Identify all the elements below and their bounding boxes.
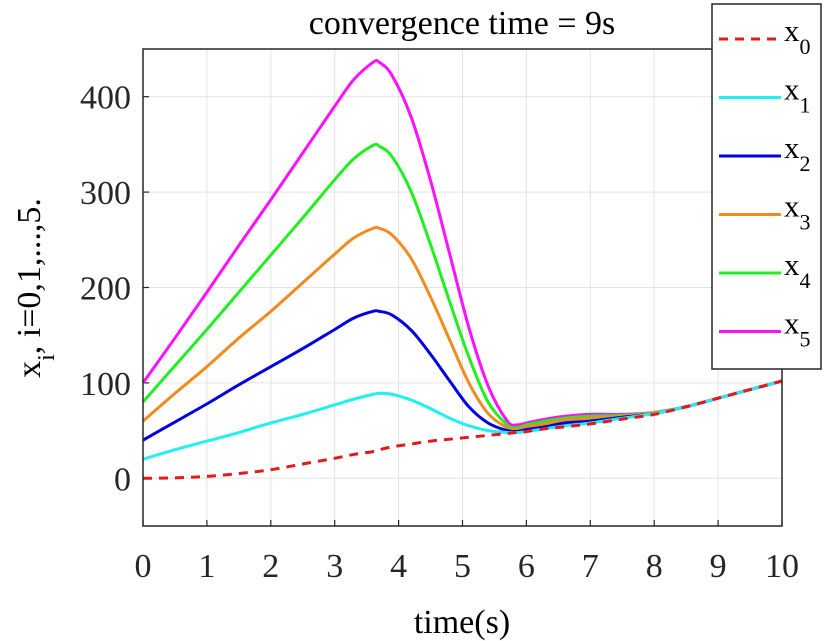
y-tick-label: 100 [80, 366, 131, 403]
chart-title: convergence time = 9s [309, 5, 616, 42]
y-axis-label-sub: i [34, 354, 60, 361]
x-tick-label: 0 [135, 548, 152, 585]
x-tick-label: 10 [765, 548, 799, 585]
x-tick-label: 3 [326, 548, 343, 585]
legend-label-name: x [784, 130, 800, 165]
series-line-x0 [142, 379, 783, 480]
legend-label-name: x [784, 189, 800, 224]
x-tick-label: 6 [518, 548, 535, 585]
legend-label-name: x [784, 13, 800, 48]
legend-label-x1: x1 [784, 72, 811, 118]
legend-label-sub: 2 [800, 151, 811, 176]
y-tick-labels: 0 100 200 300 400 [80, 80, 131, 499]
legend-label-sub: 0 [800, 34, 811, 59]
x-tick-label: 9 [710, 548, 727, 585]
legend-label-x2: x2 [784, 130, 811, 176]
legend-label-x3: x3 [784, 189, 811, 235]
legend-label-x5: x5 [784, 306, 811, 352]
series-lines [141, 58, 783, 480]
x-tick-label: 1 [198, 548, 215, 585]
x-tick-label: 7 [582, 548, 599, 585]
legend-label-sub: 1 [800, 93, 811, 118]
grid [142, 49, 783, 526]
legend-label-sub: 3 [800, 210, 811, 235]
legend-label-name: x [784, 72, 800, 107]
legend-label-name: x [784, 306, 800, 341]
legend-box [711, 3, 822, 370]
y-tick-label: 400 [80, 80, 131, 117]
x-tick-label: 5 [454, 548, 471, 585]
y-tick-label: 300 [80, 175, 131, 212]
legend-label-sub: 4 [800, 268, 811, 293]
y-tick-label: 0 [114, 461, 131, 498]
x-tick-label: 8 [646, 548, 663, 585]
legend-label-sub: 5 [800, 327, 811, 352]
y-axis-label-main: x [11, 361, 48, 378]
y-axis-label-rest: , i=0,1,...,5. [11, 198, 48, 354]
x-axis-label: time(s) [414, 604, 510, 641]
legend-label-x4: x4 [784, 247, 811, 293]
x-tick-labels: 0 1 2 3 4 5 6 7 8 9 10 [135, 548, 800, 585]
legend-label-x0: x0 [784, 13, 811, 59]
y-axis-label: xi, i=0,1,...,5. [11, 198, 60, 378]
x-tick-label: 4 [390, 548, 407, 585]
legend-label-name: x [784, 247, 800, 282]
y-tick-label: 200 [80, 271, 131, 308]
x-tick-label: 2 [262, 548, 279, 585]
